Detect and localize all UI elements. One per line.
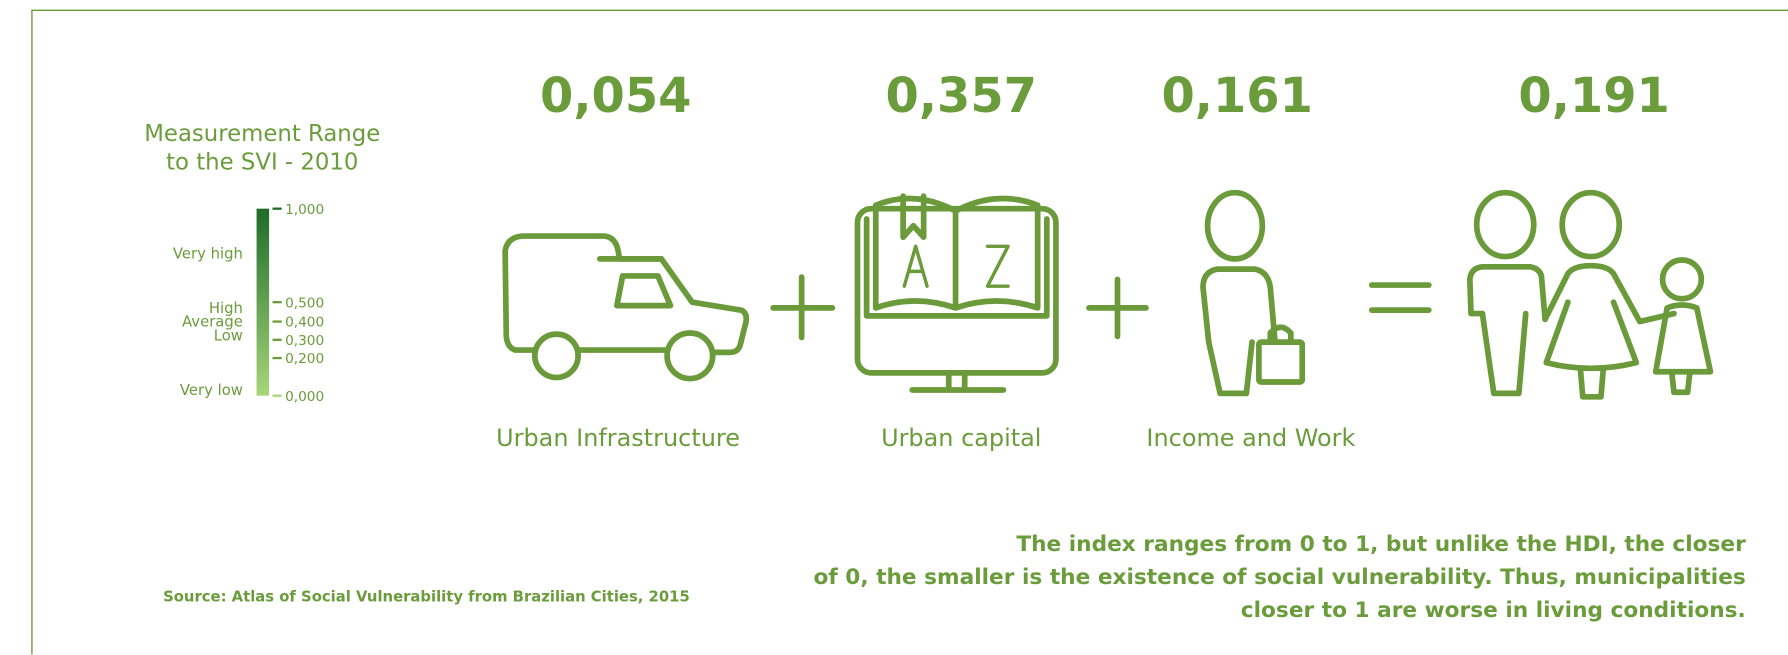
plus-sign — [1086, 276, 1149, 340]
scale-label: 0,400 — [285, 315, 324, 331]
scale-bar — [256, 208, 270, 396]
equals-sign — [1368, 282, 1432, 314]
scale-label: 0,300 — [285, 333, 324, 349]
scale-label: 0,000 — [285, 389, 324, 405]
class-label: High — [209, 300, 243, 317]
class-label: Low — [214, 327, 243, 344]
legend-title: Measurement Range — [144, 121, 380, 147]
scale-label: 0,500 — [285, 295, 324, 311]
scale-label: 0,200 — [285, 351, 324, 367]
legend-title: to the SVI - 2010 — [166, 150, 358, 176]
truck-icon — [502, 233, 750, 382]
family-icon — [1466, 189, 1714, 400]
component-value: 0,357 — [886, 69, 1037, 124]
component-label: Urban capital — [881, 424, 1041, 452]
worker-icon — [1200, 189, 1306, 397]
note-line: closer to 1 are worse in living conditio… — [1241, 598, 1746, 623]
component-value: 0,054 — [540, 69, 691, 124]
source: Source: Atlas of Social Vulnerability fr… — [163, 589, 690, 606]
class-label: Very low — [180, 382, 243, 399]
class-label: Very high — [173, 245, 243, 262]
result-value: 0,191 — [1518, 69, 1669, 124]
plus-sign — [770, 274, 836, 341]
note-line: of 0, the smaller is the existence of so… — [813, 565, 1745, 590]
component-label: Urban Infrastructure — [496, 424, 740, 452]
note-line: The index ranges from 0 to 1, but unlike… — [1016, 532, 1746, 557]
component-value: 0,161 — [1162, 69, 1313, 124]
book-monitor-icon — [854, 193, 1059, 393]
component-label: Income and Work — [1146, 424, 1355, 452]
scale-ticks — [272, 207, 282, 397]
scale-label: 1,000 — [285, 202, 324, 218]
class-label: Average — [182, 314, 243, 331]
frame — [31, 9, 1788, 655]
content: Measurement Range to the SVI - 2010 1,00… — [31, 9, 1788, 655]
